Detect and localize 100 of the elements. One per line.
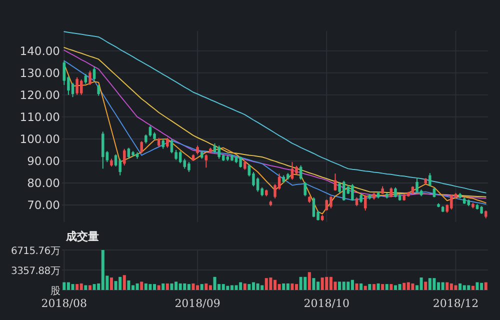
bar (178, 283, 182, 290)
candlestick (312, 196, 316, 218)
bar (432, 278, 436, 290)
candlestick (80, 78, 83, 96)
candlestick (166, 137, 169, 148)
bar (183, 283, 186, 290)
candlestick (97, 84, 100, 96)
y-tick-label: 股 (50, 286, 60, 297)
bar (458, 283, 462, 290)
bar (256, 283, 260, 290)
y-tick-label: 130.00 (20, 66, 60, 80)
candlestick (188, 162, 190, 172)
bar (148, 284, 152, 290)
candlestick (127, 147, 130, 160)
candlestick (351, 184, 354, 202)
candlestick (428, 172, 432, 187)
candlestick (416, 177, 418, 194)
candlestick (162, 138, 164, 150)
candlestick (84, 73, 88, 84)
bar (368, 284, 372, 290)
bar (200, 284, 204, 290)
bar (162, 283, 165, 290)
y-tick-label: 100.00 (20, 132, 60, 146)
bar (346, 282, 350, 290)
bar (462, 285, 466, 290)
bar (278, 284, 281, 290)
bar (424, 282, 428, 290)
bar (122, 275, 126, 290)
bar (385, 284, 388, 290)
bar (170, 283, 174, 290)
bar (166, 283, 169, 290)
bar (226, 286, 230, 290)
candlestick (330, 196, 332, 209)
y-tick-label: 140.00 (20, 44, 60, 58)
bar (411, 283, 414, 290)
bar (114, 281, 118, 290)
bar (222, 284, 225, 290)
candlestick (76, 76, 78, 96)
candlestick (218, 145, 220, 160)
bar (88, 285, 92, 290)
bar (84, 285, 88, 290)
candlestick (148, 125, 152, 138)
x-tick-label: 2018/09 (174, 297, 220, 310)
bar (136, 283, 139, 290)
bar (144, 283, 148, 290)
candlestick (394, 186, 397, 198)
y-tick-label: 80.00 (27, 176, 60, 190)
bar (157, 285, 160, 290)
bar (299, 276, 302, 290)
bar (350, 280, 354, 290)
bar (239, 282, 242, 290)
bar (187, 284, 190, 290)
bar (420, 277, 423, 290)
candlestick (364, 194, 367, 212)
bar (381, 284, 384, 290)
y-tick-label: 90.00 (27, 154, 60, 168)
bar (471, 286, 474, 290)
candlestick (290, 162, 294, 180)
bar (71, 284, 74, 290)
bar (304, 276, 307, 290)
y-tick-label: 70.00 (27, 198, 60, 212)
bar (234, 285, 238, 290)
bar (450, 283, 453, 290)
y-tick-label: 120.00 (20, 88, 60, 102)
bar (140, 282, 144, 290)
candlestick (239, 156, 242, 168)
candlestick (178, 150, 182, 164)
candlestick (123, 148, 126, 166)
candlestick (88, 70, 92, 86)
candlestick (304, 181, 306, 197)
candlestick (174, 149, 178, 160)
bar (118, 276, 122, 290)
bar (282, 283, 286, 290)
bar (213, 276, 216, 290)
bar (243, 283, 246, 290)
bar (308, 272, 311, 290)
bar (290, 283, 294, 290)
candlestick (256, 177, 260, 192)
bar (402, 282, 406, 290)
bar (398, 284, 402, 290)
bar (260, 285, 264, 290)
bar (476, 282, 479, 290)
bar (312, 278, 316, 290)
x-tick-label: 2018/08 (41, 297, 88, 310)
candlestick (102, 131, 104, 170)
x-tick-label: 2018/10 (304, 297, 350, 310)
bar (325, 276, 328, 290)
bar (92, 284, 96, 290)
bar (376, 283, 380, 290)
bar (454, 285, 458, 290)
bar (390, 284, 393, 290)
candlestick (204, 154, 208, 168)
candlestick (325, 199, 328, 212)
candlestick (432, 186, 436, 198)
candlestick (92, 66, 96, 82)
bar (192, 283, 195, 290)
bar (273, 280, 277, 290)
candlestick (390, 186, 393, 198)
bar (127, 280, 130, 290)
bar (286, 283, 290, 290)
